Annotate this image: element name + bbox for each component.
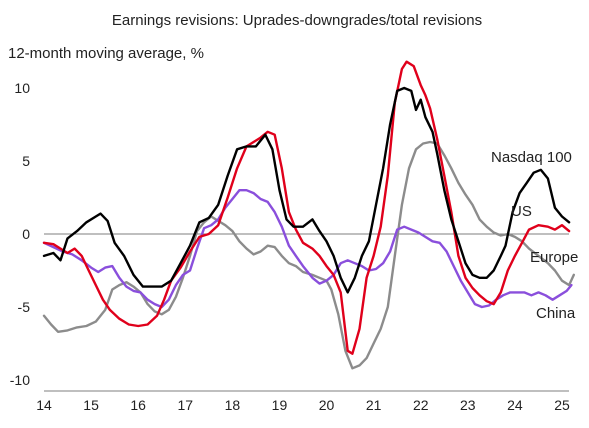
- series-label-us: US: [511, 203, 532, 220]
- y-tick-label: 10: [14, 80, 30, 96]
- x-tick-label: 21: [366, 397, 382, 413]
- y-tick-label: -5: [18, 299, 31, 315]
- x-tick-label: 17: [177, 397, 193, 413]
- x-tick-label: 20: [319, 397, 335, 413]
- series-line-us: [42, 60, 571, 355]
- series-lines: [42, 60, 575, 370]
- x-tick-label: 24: [507, 397, 523, 413]
- x-tick-label: 19: [272, 397, 288, 413]
- x-tick-label: 22: [413, 397, 429, 413]
- y-tick-labels: 10 5 0 -5 -10: [10, 80, 30, 388]
- y-tick-label: -10: [10, 372, 30, 388]
- series-label-china: China: [536, 305, 576, 322]
- y-tick-label: 0: [22, 226, 30, 242]
- x-tick-label: 16: [130, 397, 146, 413]
- chart-title: Earnings revisions: Uprades-downgrades/t…: [112, 12, 482, 29]
- x-tick-label: 25: [554, 397, 570, 413]
- x-tick-label: 15: [83, 397, 99, 413]
- x-tick-label: 23: [460, 397, 476, 413]
- x-tick-label: 14: [36, 397, 52, 413]
- series-label-nasdaq: Nasdaq 100: [491, 149, 572, 166]
- series-line-china: [42, 189, 573, 309]
- series-line-nasdaq-100: [42, 86, 571, 294]
- y-tick-label: 5: [22, 153, 30, 169]
- x-tick-labels: 14 15 16 17 18 19 20 21 22 23 24 25: [36, 397, 570, 413]
- series-label-europe: Europe: [530, 249, 578, 266]
- x-tick-label: 18: [225, 397, 241, 413]
- y-axis-label: 12-month moving average, %: [8, 45, 204, 62]
